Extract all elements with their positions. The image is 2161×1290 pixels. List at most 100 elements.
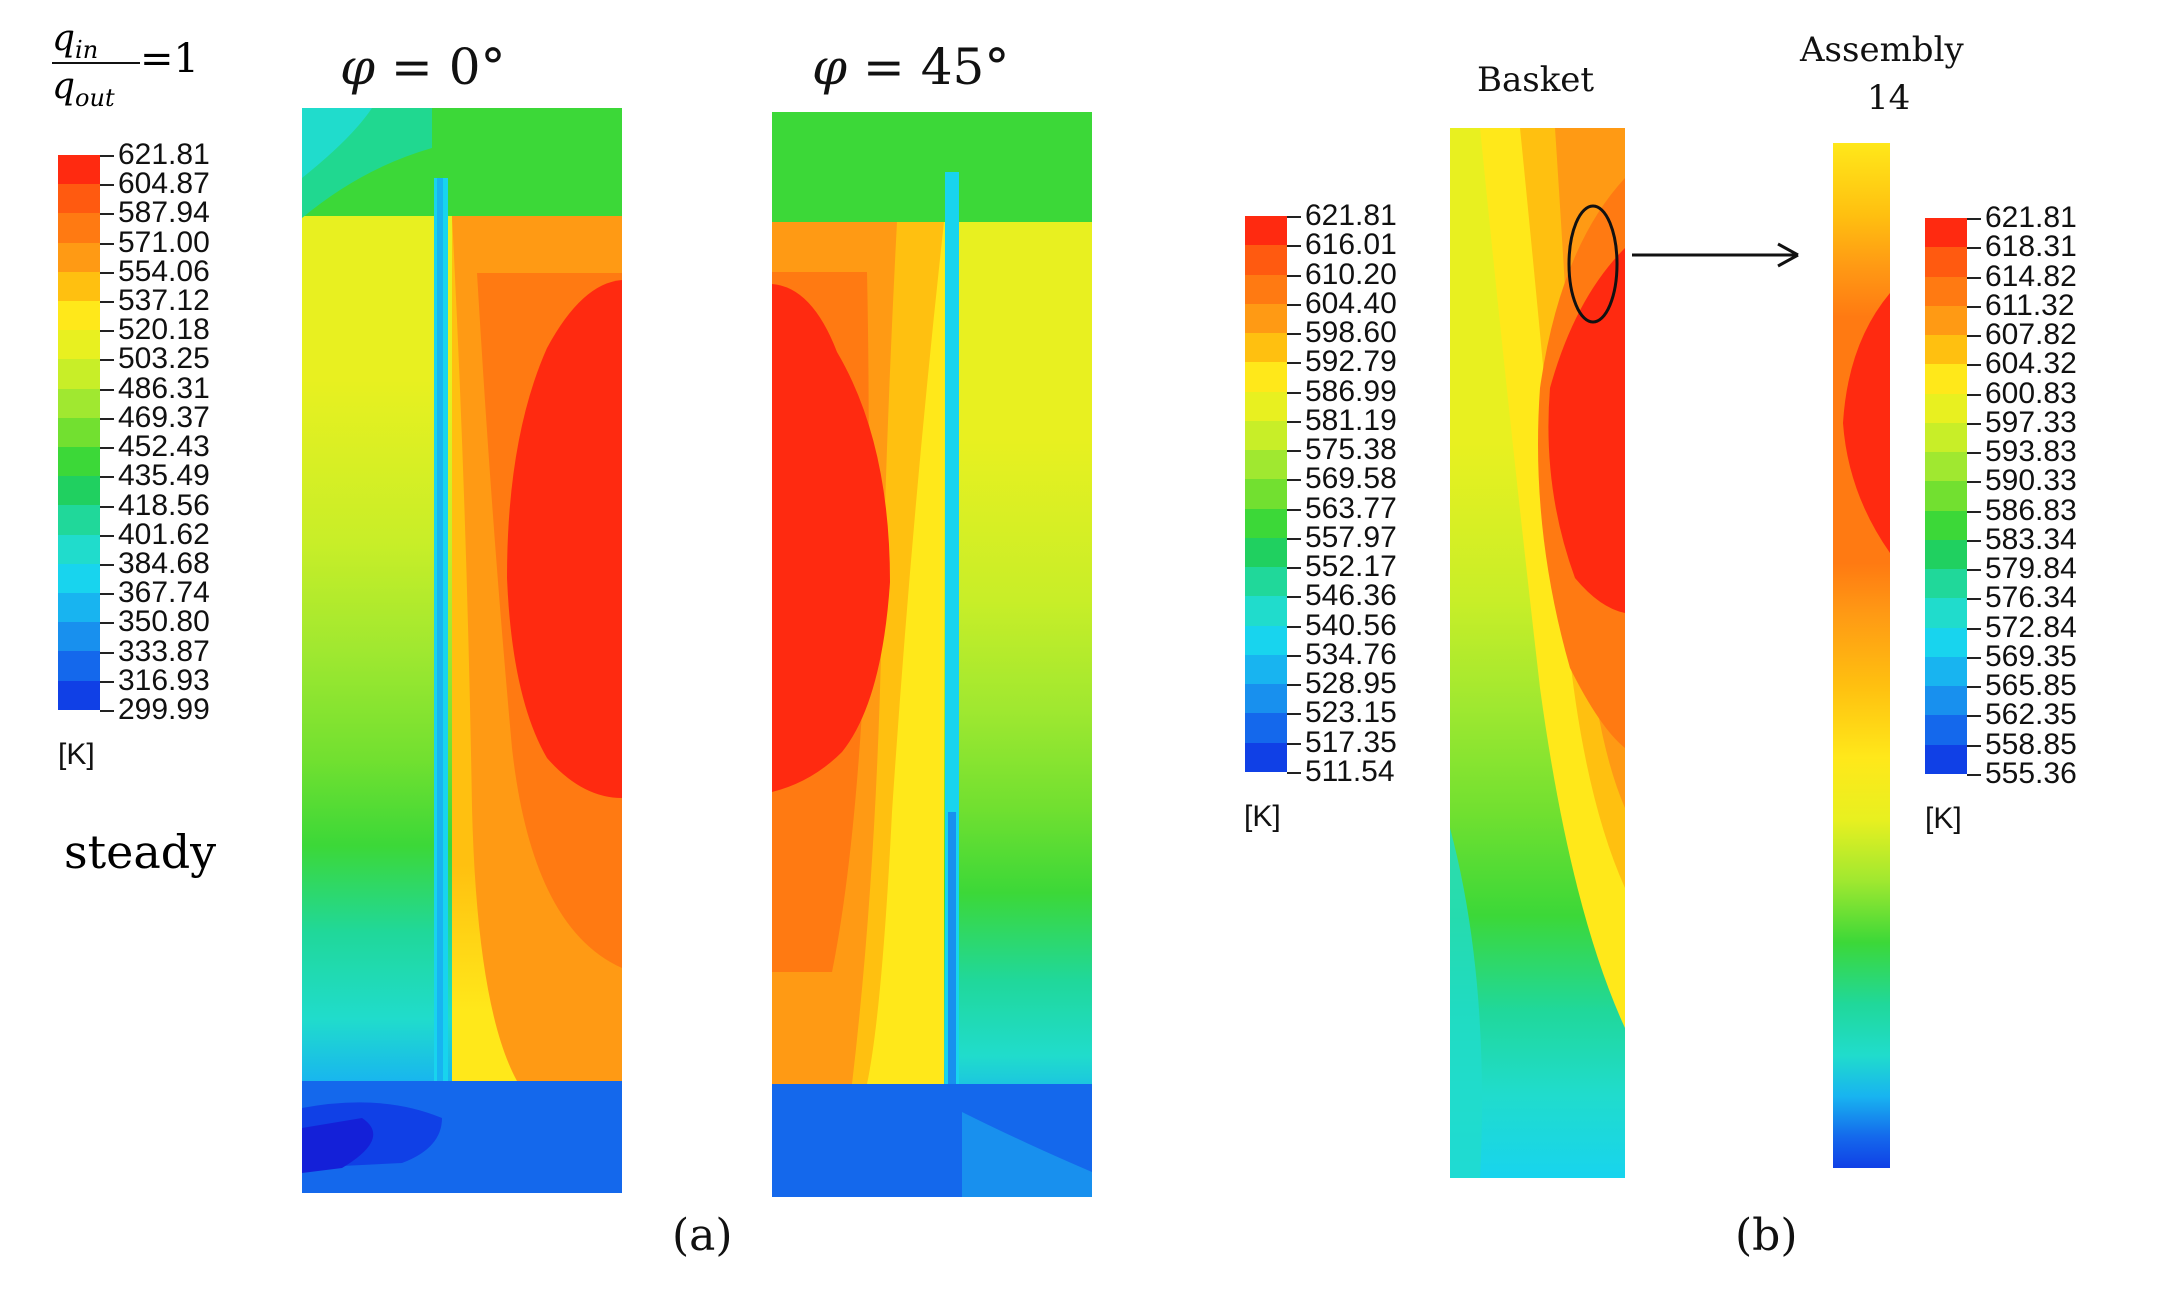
legend-value-label: 546.36 xyxy=(1305,579,1397,613)
highlight-ellipse xyxy=(1567,204,1619,324)
legend-color-band xyxy=(1925,276,1967,306)
legend-color-band xyxy=(1925,510,1967,540)
legend-color-band xyxy=(58,301,100,331)
legend-tick xyxy=(1967,305,1981,308)
legend-color-band xyxy=(1245,508,1287,538)
fraction-bar xyxy=(52,62,140,64)
legend-tick xyxy=(1967,422,1981,425)
legend-b-assembly-colorbar xyxy=(1925,218,1967,774)
legend-color-band xyxy=(1925,218,1967,248)
legend-value-label: 511.54 xyxy=(1305,755,1395,788)
legend-tick xyxy=(1287,654,1301,657)
assembly-title-line2: 14 xyxy=(1867,78,1911,118)
legend-tick xyxy=(100,242,114,245)
legend-color-band xyxy=(58,155,100,185)
legend-color-band xyxy=(1925,656,1967,686)
legend-tick xyxy=(100,622,114,625)
legend-color-band xyxy=(58,447,100,477)
angle-label-45: φ = 45° xyxy=(812,38,1009,96)
legend-value-label: 563.77 xyxy=(1305,491,1397,525)
callout-arrow xyxy=(1567,204,1799,324)
legend-tick xyxy=(1287,333,1301,336)
legend-tick xyxy=(1967,247,1981,250)
legend-value-label: 607.82 xyxy=(1985,318,2077,352)
legend-color-band xyxy=(58,651,100,681)
legend-value-label: 593.83 xyxy=(1985,435,2077,469)
legend-b-basket-colorbar xyxy=(1245,216,1287,772)
legend-color-band xyxy=(58,593,100,623)
legend-tick xyxy=(1967,598,1981,601)
legend-tick xyxy=(1287,479,1301,482)
contour-basket xyxy=(1450,128,1625,1178)
legend-tick xyxy=(100,184,114,187)
legend-tick xyxy=(1287,216,1301,218)
steady-label: steady xyxy=(64,825,217,879)
legend-color-band xyxy=(1245,274,1287,304)
legend-color-band xyxy=(1925,335,1967,365)
legend-value-label: 586.99 xyxy=(1305,374,1397,408)
legend-tick xyxy=(100,534,114,537)
legend-value-label: 616.01 xyxy=(1305,228,1397,262)
legend-value-label: 534.76 xyxy=(1305,637,1397,671)
legend-color-band xyxy=(1925,247,1967,277)
legend-tick xyxy=(100,301,114,304)
legend-tick xyxy=(100,651,114,654)
legend-value-label: 523.15 xyxy=(1305,696,1397,730)
legend-value-label: 592.79 xyxy=(1305,345,1397,379)
legend-tick xyxy=(1967,715,1981,718)
legend-color-band xyxy=(58,359,100,389)
legend-color-band xyxy=(1245,216,1287,246)
legend-tick xyxy=(100,680,114,683)
legend-a-unit: [K] xyxy=(58,738,95,771)
legend-tick xyxy=(100,710,114,712)
legend-color-band xyxy=(1245,537,1287,567)
legend-tick xyxy=(1967,335,1981,338)
legend-value-label: 299.99 xyxy=(118,693,210,726)
legend-tick xyxy=(1287,420,1301,423)
legend-value-label: 579.84 xyxy=(1985,552,2077,586)
legend-tick xyxy=(1967,686,1981,689)
legend-color-band xyxy=(1245,596,1287,626)
legend-tick xyxy=(100,271,114,274)
legend-color-band xyxy=(58,184,100,214)
legend-color-band xyxy=(1245,420,1287,450)
legend-value-label: 604.40 xyxy=(1305,286,1397,320)
legend-value-label: 581.19 xyxy=(1305,403,1397,437)
legend-value-label: 555.36 xyxy=(1985,757,2077,790)
legend-color-band xyxy=(58,680,100,710)
legend-tick xyxy=(1287,596,1301,599)
legend-value-label: 528.95 xyxy=(1305,667,1397,701)
legend-tick xyxy=(1287,772,1301,774)
legend-color-band xyxy=(58,563,100,594)
legend-b-assembly-unit: [K] xyxy=(1925,802,1962,835)
legend-value-label: 503.25 xyxy=(118,342,210,376)
caption-a: (a) xyxy=(672,1210,733,1261)
legend-color-band xyxy=(1245,391,1287,421)
legend-value-label: 590.33 xyxy=(1985,464,2077,498)
legend-value-label: 350.80 xyxy=(118,605,210,639)
angle-value: = 0° xyxy=(375,38,506,96)
legend-color-band xyxy=(1925,539,1967,569)
legend-tick xyxy=(1287,713,1301,716)
legend-value-label: 618.31 xyxy=(1985,230,2077,264)
legend-color-band xyxy=(1925,569,1967,599)
ratio-numerator: q xyxy=(52,18,76,59)
legend-value-label: 621.81 xyxy=(1985,201,2077,234)
legend-value-label: 554.06 xyxy=(118,254,210,288)
assembly-title-line1: Assembly xyxy=(1800,30,1964,70)
legend-color-band xyxy=(1245,742,1287,772)
legend-tick xyxy=(1967,364,1981,367)
legend-value-label: 469.37 xyxy=(118,400,210,434)
contour-assembly xyxy=(1833,143,1890,1168)
legend-b-basket-unit: [K] xyxy=(1244,800,1281,833)
legend-color-band xyxy=(1925,305,1967,335)
legend-color-band xyxy=(1925,452,1967,482)
legend-color-band xyxy=(1925,481,1967,511)
legend-tick xyxy=(100,330,114,333)
legend-color-band xyxy=(1925,627,1967,657)
legend-value-label: 537.12 xyxy=(118,284,210,318)
legend-value-label: 604.87 xyxy=(118,167,210,201)
legend-color-band xyxy=(58,213,100,243)
legend-value-label: 452.43 xyxy=(118,430,210,464)
legend-tick xyxy=(1287,303,1301,306)
